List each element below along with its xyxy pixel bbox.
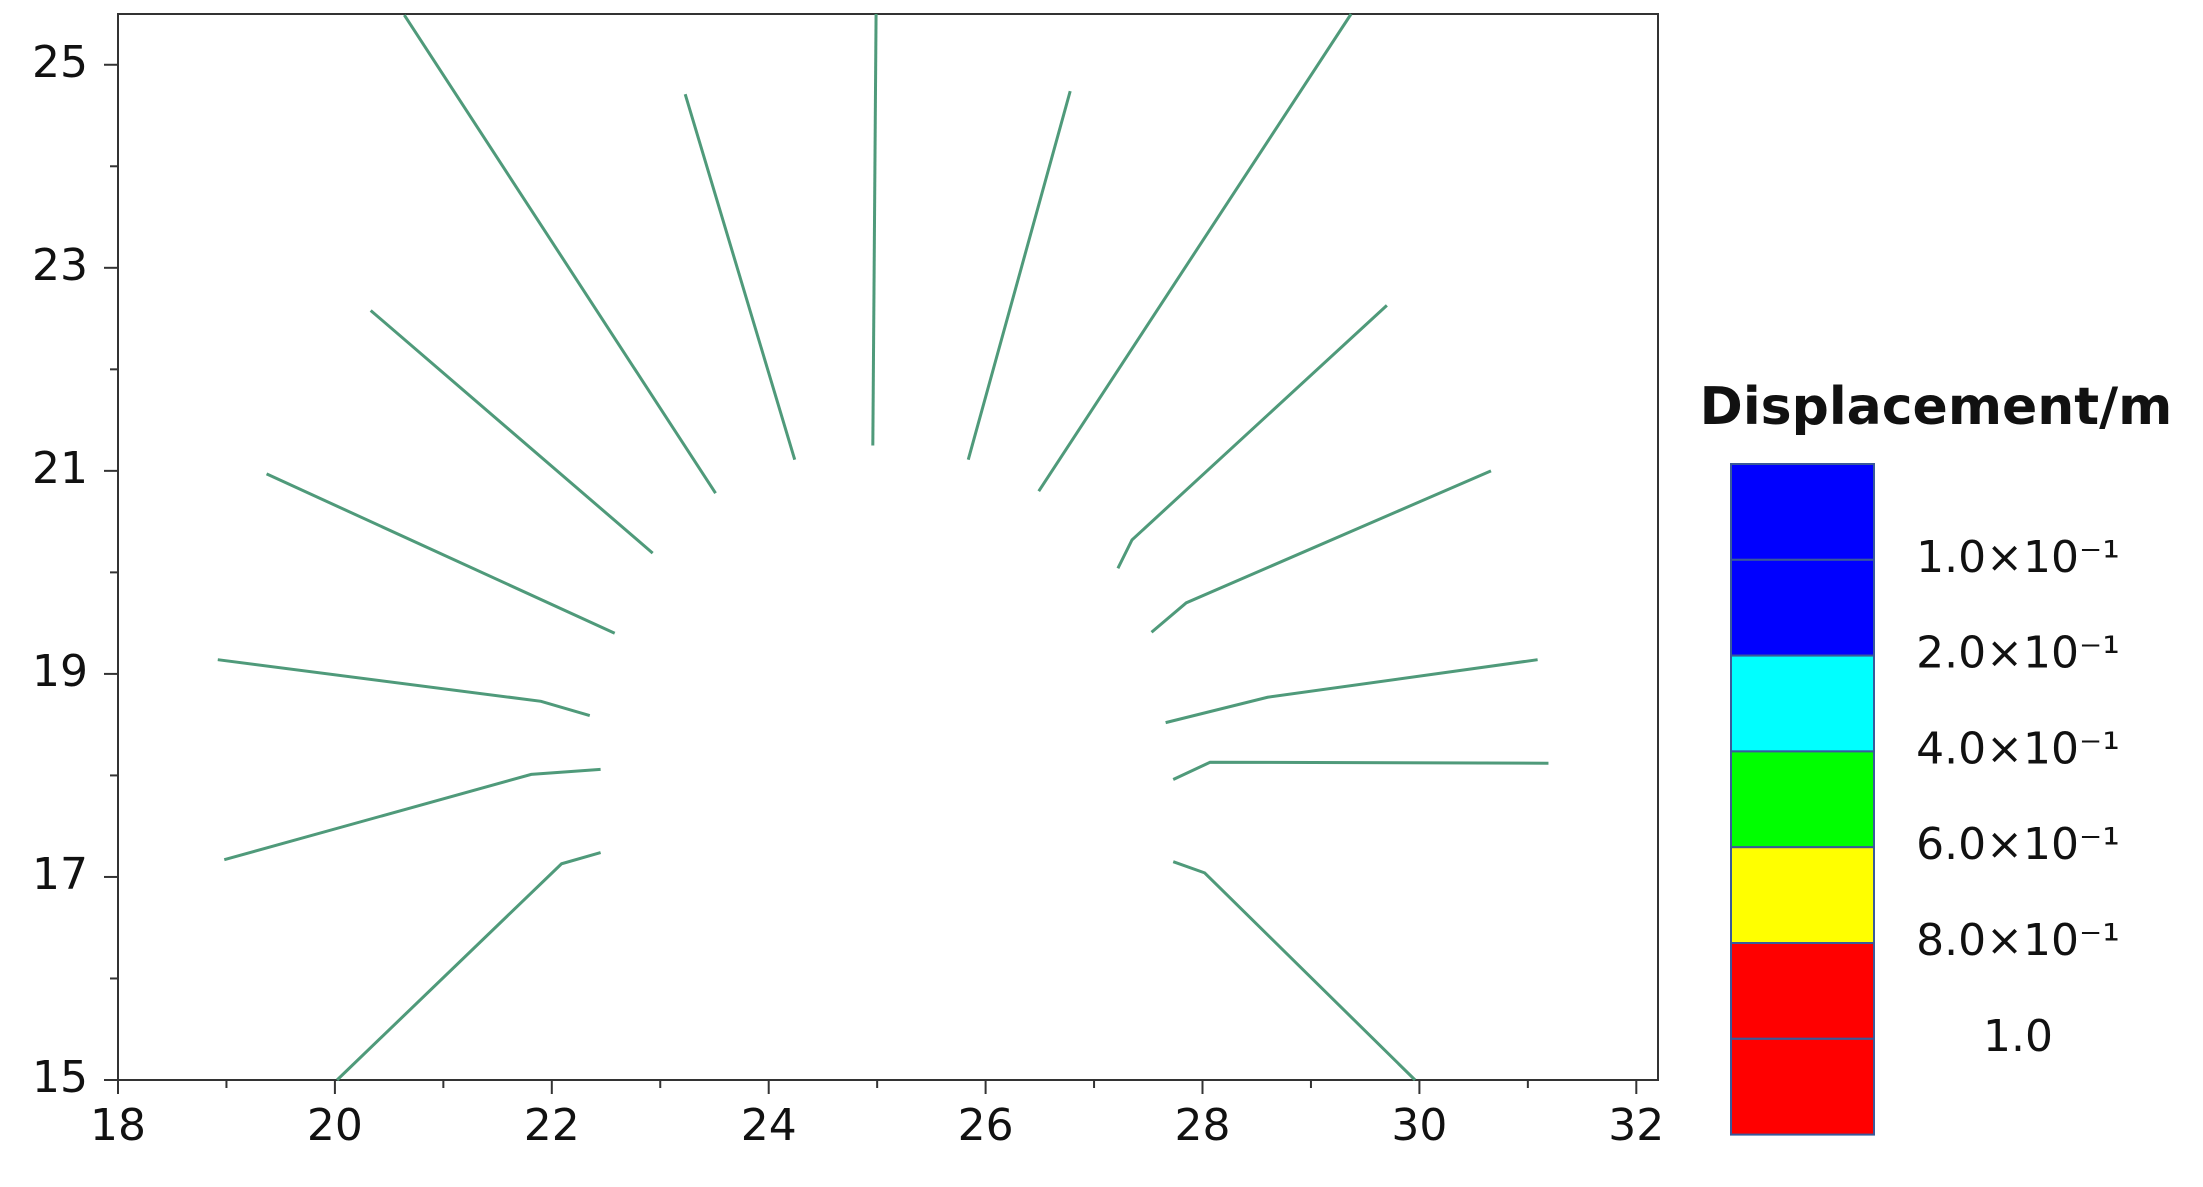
bolt-line <box>1172 760 1549 781</box>
bolt-line <box>369 309 654 555</box>
bolt-line <box>1150 469 1492 634</box>
y-tick-label: 21 <box>32 443 88 494</box>
legend-label: 2.0×10⁻¹ <box>1916 628 2120 679</box>
bolt-line <box>1037 13 1353 492</box>
bolt-line <box>871 13 878 446</box>
y-tick-label: 17 <box>32 849 88 900</box>
x-tick-label: 20 <box>307 1100 363 1151</box>
x-tick-label: 28 <box>1175 1100 1231 1151</box>
y-tick-label: 23 <box>32 240 88 291</box>
legend-swatch <box>1730 558 1875 657</box>
legend-title: Displacement/m <box>1700 377 2173 437</box>
legend-swatch <box>1730 463 1875 561</box>
legend-label: 1.0×10⁻¹ <box>1916 532 2120 583</box>
x-tick-label: 30 <box>1391 1100 1447 1151</box>
bolt-line <box>265 472 616 635</box>
bolt-line <box>223 767 601 862</box>
x-tick-label: 24 <box>741 1100 797 1151</box>
x-tick-label: 32 <box>1608 1100 1664 1151</box>
x-tick-label: 22 <box>524 1100 580 1151</box>
legend-swatch <box>1730 942 1875 1040</box>
legend-swatch <box>1730 750 1875 849</box>
bolt-line <box>1172 860 1417 1082</box>
plot-frame <box>117 13 1659 1081</box>
legend-swatch <box>1730 654 1875 753</box>
legend-label: 4.0×10⁻¹ <box>1916 723 2120 774</box>
x-tick-label: 26 <box>958 1100 1014 1151</box>
legend-swatch <box>1730 846 1875 945</box>
bolt-line <box>1165 658 1538 725</box>
bolt-line <box>966 90 1072 461</box>
y-tick-label: 25 <box>32 37 88 88</box>
legend-swatch <box>1730 1037 1875 1136</box>
x-tick-label: 18 <box>90 1100 146 1151</box>
legend-label: 8.0×10⁻¹ <box>1916 915 2120 966</box>
y-tick-label: 19 <box>32 646 88 697</box>
bolt-line <box>217 658 591 717</box>
bolt-line <box>336 851 602 1082</box>
bolt-line <box>403 14 717 495</box>
y-tick-label: 15 <box>32 1052 88 1103</box>
legend-label: 6.0×10⁻¹ <box>1916 819 2120 870</box>
bolt-line <box>683 93 797 461</box>
bolt-line <box>1116 304 1388 569</box>
legend-label: 1.0 <box>1983 1011 2053 1062</box>
